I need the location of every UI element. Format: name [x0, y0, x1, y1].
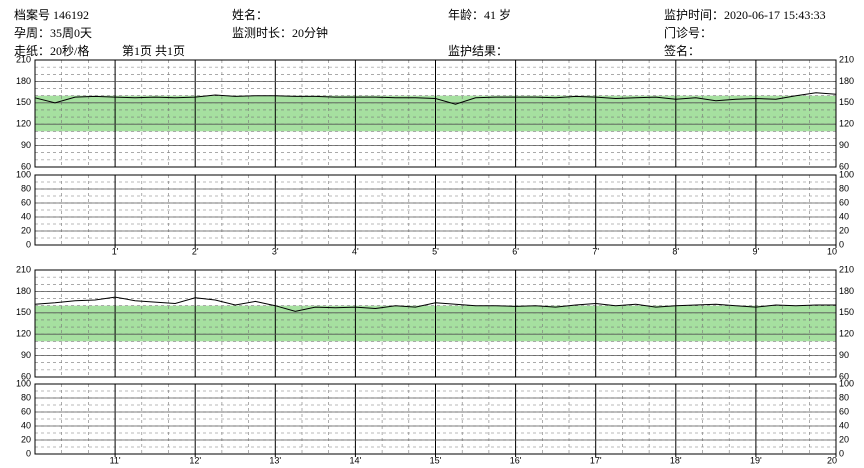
y-tick-label-right: 90: [839, 140, 849, 150]
x-tick-label: 7': [592, 246, 599, 256]
x-tick-label: 11': [110, 455, 121, 465]
y-tick-label-right: 180: [839, 286, 854, 296]
y-tick-label-right: 210: [839, 264, 854, 274]
header-field: 档案号 146192: [14, 8, 90, 22]
y-tick-label: 120: [16, 329, 31, 339]
header-field: 门诊号：: [664, 26, 713, 40]
fhr-trace: [34, 296, 836, 312]
y-tick-label: 90: [21, 140, 31, 150]
y-tick-label: 80: [21, 392, 31, 402]
y-tick-label: 180: [16, 286, 31, 296]
y-tick-label-right: 100: [839, 169, 854, 179]
y-tick-label: 90: [21, 350, 31, 360]
y-tick-label: 60: [21, 161, 31, 171]
y-tick-label-right: 150: [839, 97, 854, 107]
y-tick-label-right: 90: [839, 350, 849, 360]
x-tick-label: 16': [510, 455, 522, 465]
header-field: 第1页 共1页: [122, 44, 186, 58]
y-tick-label: 60: [21, 371, 31, 381]
y-tick-label-right: 60: [839, 161, 849, 171]
x-tick-label: 14': [350, 455, 362, 465]
y-tick-label-right: 120: [839, 329, 854, 339]
header-field: 签名：: [664, 44, 701, 58]
y-tick-label-right: 20: [839, 434, 849, 444]
y-tick-label: 180: [16, 76, 31, 86]
x-tick-label: 17': [590, 455, 602, 465]
header-field: 走纸：20秒/格: [14, 44, 90, 58]
y-tick-label-right: 80: [839, 392, 849, 402]
y-tick-label-right: 20: [839, 225, 849, 235]
y-tick-label-right: 40: [839, 420, 849, 430]
y-tick-label: 20: [21, 225, 31, 235]
y-tick-label-right: 120: [839, 119, 854, 129]
header-field: 年龄：41 岁: [448, 8, 512, 22]
header-field: 孕周：35周0天: [14, 26, 93, 40]
panel-border: [34, 59, 837, 168]
y-tick-label: 0: [26, 448, 31, 458]
y-tick-label: 210: [16, 264, 31, 274]
x-tick-label: 1': [112, 246, 119, 256]
x-tick-label: 3': [272, 246, 279, 256]
y-tick-label-right: 60: [839, 197, 849, 207]
header-field: 监测时长：20分钟: [232, 26, 329, 40]
y-tick-label: 60: [21, 197, 31, 207]
y-tick-label-right: 210: [839, 54, 854, 64]
panel-border: [34, 174, 837, 246]
y-tick-label-right: 100: [839, 378, 854, 388]
y-tick-label: 80: [21, 183, 31, 193]
x-tick-label: 20: [827, 455, 837, 465]
y-tick-label: 150: [16, 307, 31, 317]
y-tick-label-right: 180: [839, 76, 854, 86]
header-field: 监护结果：: [448, 44, 509, 58]
x-tick-label: 15': [430, 455, 442, 465]
x-tick-label: 10: [827, 246, 837, 256]
y-tick-label: 100: [16, 378, 31, 388]
y-tick-label: 120: [16, 119, 31, 129]
y-tick-label: 40: [21, 211, 31, 221]
panel-border: [34, 269, 837, 378]
fhr-trace: [34, 92, 837, 105]
y-tick-label: 40: [21, 420, 31, 430]
x-tick-label: 8': [672, 246, 679, 256]
x-tick-label: 9': [753, 246, 760, 256]
y-tick-label-right: 0: [839, 448, 844, 458]
y-tick-label-right: 0: [839, 239, 844, 249]
x-tick-label: 12': [189, 455, 201, 465]
y-tick-label-right: 150: [839, 307, 854, 317]
y-tick-label: 0: [26, 239, 31, 249]
header-field: 监护时间：2020-06-17 15:43:33: [664, 8, 826, 22]
y-tick-label-right: 60: [839, 406, 849, 416]
y-tick-label: 20: [21, 434, 31, 444]
x-tick-label: 19': [750, 455, 762, 465]
y-tick-label-right: 80: [839, 183, 849, 193]
x-tick-label: 6': [512, 246, 519, 256]
y-tick-label: 60: [21, 406, 31, 416]
y-tick-label-right: 40: [839, 211, 849, 221]
x-tick-label: 4': [352, 246, 359, 256]
x-tick-label: 2': [192, 246, 199, 256]
y-tick-label: 210: [16, 54, 31, 64]
y-tick-label-right: 60: [839, 371, 849, 381]
y-tick-label: 100: [16, 169, 31, 179]
x-tick-label: 5': [432, 246, 439, 256]
y-tick-label: 150: [16, 97, 31, 107]
header-field: 姓名：: [232, 8, 269, 22]
x-tick-label: 13': [269, 455, 281, 465]
panel-border: [34, 383, 837, 455]
x-tick-label: 18': [670, 455, 682, 465]
